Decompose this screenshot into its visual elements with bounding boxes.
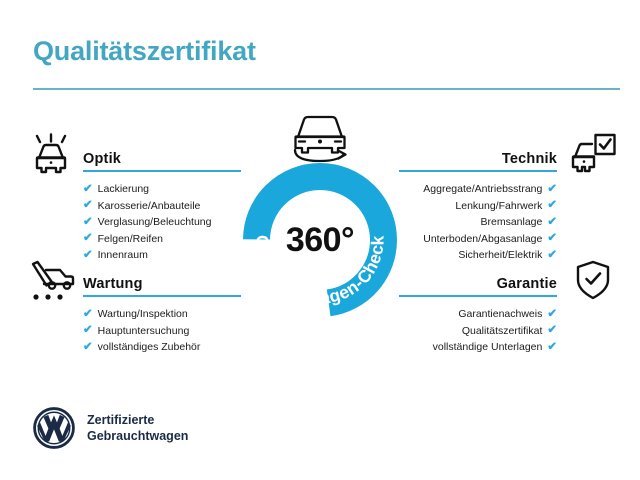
check-icon: ✔ <box>83 248 93 261</box>
wrench-car-service-icon <box>27 258 77 309</box>
list-item-label: Karosserie/Anbauteile <box>97 199 201 212</box>
list-item: ✔ Karosserie/Anbauteile <box>83 198 241 215</box>
check-icon: ✔ <box>547 199 557 211</box>
list-item-label: Verglasung/Beleuchtung <box>97 216 212 228</box>
section-garantie-header: Garantie <box>399 267 557 297</box>
list-item-label: Garantienachweis <box>458 308 543 320</box>
footer-logo-text: Zertifizierte Gebrauchtwagen <box>87 412 188 444</box>
section-optik-title: Optik <box>83 151 122 167</box>
check-icon: ✔ <box>83 182 93 195</box>
list-item: Garantienachweis ✔ <box>399 306 557 323</box>
list-item: Unterboden/Abgasanlage ✔ <box>399 231 557 248</box>
list-item: Lenkung/Fahrwerk ✔ <box>399 198 557 215</box>
footer-line-1: Zertifizierte <box>87 413 155 427</box>
list-item: ✔ vollständiges Zubehör <box>83 339 241 356</box>
shield-check-icon <box>572 258 614 307</box>
car-shine-icon <box>27 133 75 182</box>
footer-logo: Zertifizierte Gebrauchtwagen <box>33 407 188 449</box>
list-item: ✔ Innenraum <box>83 247 241 264</box>
check-icon: ✔ <box>547 248 557 261</box>
section-garantie-underline <box>399 295 557 297</box>
list-item-label: Lackierung <box>97 183 150 195</box>
list-item-label: Qualitätszertifikat <box>461 324 543 337</box>
list-item-label: vollständige Unterlagen <box>432 341 543 353</box>
list-item: vollständige Unterlagen ✔ <box>399 339 557 356</box>
list-item: ✔ Felgen/Reifen <box>83 231 241 248</box>
check-icon: ✔ <box>83 307 93 320</box>
volkswagen-logo <box>33 407 75 449</box>
section-garantie-title: Garantie <box>496 276 557 292</box>
section-technik-list: Aggregate/Antriebsstrang ✔ Lenkung/Fahrwe… <box>399 181 557 264</box>
list-item-label: Felgen/Reifen <box>97 232 164 245</box>
list-item: Sicherheit/Elektrik ✔ <box>399 247 557 264</box>
car-front-rotation-icon <box>282 110 358 170</box>
section-optik-list: ✔ Lackierung ✔ Karosserie/Anbauteile ✔ Verg… <box>83 181 241 264</box>
list-item-label: Innenraum <box>97 249 148 261</box>
section-wartung-header: Wartung <box>83 267 241 297</box>
check-icon: ✔ <box>83 340 93 353</box>
check-icon: ✔ <box>83 199 93 211</box>
list-item: ✔ Verglasung/Beleuchtung <box>83 214 241 231</box>
list-item: ✔ Hauptuntersuchung <box>83 323 241 340</box>
car-checkbox-icon <box>568 131 618 180</box>
section-optik-header: Optik <box>83 142 241 172</box>
section-wartung-list: ✔ Wartung/Inspektion ✔ Hauptuntersuchung ✔… <box>83 306 241 356</box>
check-icon: ✔ <box>547 324 557 336</box>
list-item-label: Hauptuntersuchung <box>97 324 190 337</box>
section-garantie: Garantie Garantienachweis ✔ Qualitätszert… <box>399 267 557 356</box>
check-icon: ✔ <box>83 324 93 336</box>
list-item: ✔ Lackierung <box>83 181 241 198</box>
list-item-label: Wartung/Inspektion <box>97 308 188 320</box>
check-icon: ✔ <box>83 215 93 228</box>
list-item-label: Bremsanlage <box>480 216 543 228</box>
footer-line-2: Gebrauchtwagen <box>87 429 189 443</box>
check-icon: ✔ <box>547 340 557 353</box>
section-technik-underline <box>399 170 557 172</box>
section-optik: Optik ✔ Lackierung ✔ Karosserie/Anbauteile… <box>83 142 241 264</box>
title-divider <box>33 88 620 90</box>
section-garantie-list: Garantienachweis ✔ Qualitätszertifikat ✔ v… <box>399 306 557 356</box>
list-item-label: Sicherheit/Elektrik <box>458 249 543 261</box>
check-icon: ✔ <box>547 182 557 195</box>
list-item-label: vollständiges Zubehör <box>97 341 201 353</box>
section-wartung-underline <box>83 295 241 297</box>
section-wartung-title: Wartung <box>83 276 143 292</box>
section-optik-underline <box>83 170 241 172</box>
check-icon: ✔ <box>547 307 557 320</box>
list-item: Aggregate/Antriebsstrang ✔ <box>399 181 557 198</box>
list-item-label: Aggregate/Antriebsstrang <box>423 183 543 195</box>
list-item-label: Lenkung/Fahrwerk <box>455 199 543 212</box>
list-item: Qualitätszertifikat ✔ <box>399 323 557 340</box>
check-icon: ✔ <box>547 232 557 244</box>
list-item-label: Unterboden/Abgasanlage <box>423 232 543 245</box>
page-title: Qualitätszertifikat <box>33 36 256 66</box>
section-wartung: Wartung ✔ Wartung/Inspektion ✔ Hauptunters… <box>83 267 241 356</box>
section-technik: Technik Aggregate/Antriebsstrang ✔ Lenkun… <box>399 142 557 264</box>
list-item: Bremsanlage ✔ <box>399 214 557 231</box>
list-item: ✔ Wartung/Inspektion <box>83 306 241 323</box>
check-icon: ✔ <box>83 232 93 244</box>
360-gebrauchtwagen-check-badge: Gebrauchtwagen-Check 360° <box>230 115 410 330</box>
section-technik-title: Technik <box>501 151 557 167</box>
check-icon: ✔ <box>547 215 557 228</box>
section-technik-header: Technik <box>399 142 557 172</box>
